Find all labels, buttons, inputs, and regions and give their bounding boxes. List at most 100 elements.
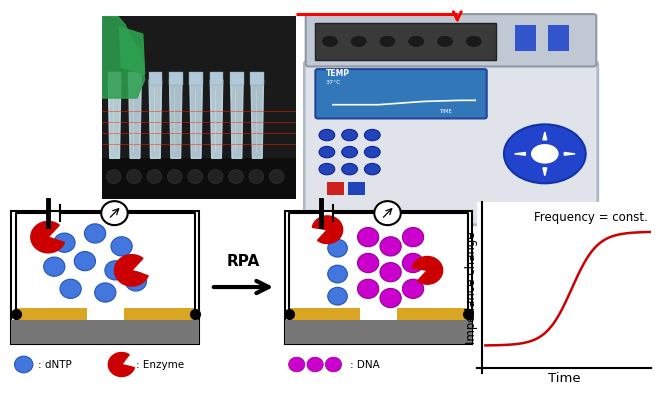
Circle shape (269, 170, 284, 183)
Circle shape (111, 237, 132, 256)
FancyBboxPatch shape (315, 69, 487, 118)
Circle shape (342, 164, 357, 175)
Text: : Enzyme: : Enzyme (136, 360, 184, 370)
FancyBboxPatch shape (304, 61, 597, 225)
Polygon shape (129, 80, 141, 158)
Bar (397, 308, 468, 320)
Bar (190, 73, 203, 85)
Bar (11, 320, 199, 344)
Polygon shape (543, 168, 547, 175)
Circle shape (350, 35, 367, 48)
Circle shape (342, 129, 357, 141)
X-axis label: Time: Time (548, 372, 580, 385)
Polygon shape (114, 254, 148, 286)
Circle shape (403, 227, 424, 247)
Polygon shape (413, 256, 443, 284)
Circle shape (249, 170, 264, 183)
Circle shape (106, 170, 121, 183)
Polygon shape (313, 216, 343, 244)
Circle shape (380, 289, 401, 308)
Polygon shape (149, 80, 162, 158)
Circle shape (380, 262, 401, 282)
Bar (515, 25, 536, 51)
Bar (548, 25, 569, 51)
Circle shape (319, 129, 335, 141)
Bar (284, 320, 472, 344)
Bar (169, 73, 182, 85)
Circle shape (365, 129, 380, 141)
Bar (11, 211, 199, 344)
Polygon shape (109, 80, 121, 158)
Circle shape (342, 146, 357, 158)
Polygon shape (190, 80, 203, 158)
Circle shape (289, 357, 305, 372)
Circle shape (14, 356, 33, 373)
Text: 37°C: 37°C (326, 79, 341, 85)
Circle shape (436, 35, 453, 48)
Circle shape (188, 170, 203, 183)
Polygon shape (109, 353, 134, 376)
Circle shape (319, 146, 335, 158)
Circle shape (54, 233, 75, 252)
Polygon shape (543, 132, 547, 140)
Bar (149, 73, 162, 85)
Circle shape (228, 170, 243, 183)
Circle shape (319, 164, 335, 175)
Bar (327, 182, 343, 195)
Circle shape (328, 287, 347, 305)
Polygon shape (565, 152, 575, 155)
Text: Frequency = const.: Frequency = const. (534, 210, 648, 224)
Circle shape (403, 253, 424, 273)
Circle shape (43, 257, 65, 276)
Circle shape (465, 35, 482, 48)
Text: : dNTP: : dNTP (38, 360, 72, 370)
Bar (16, 308, 87, 320)
Text: RPA: RPA (227, 254, 260, 269)
Bar (102, 158, 296, 198)
Polygon shape (231, 80, 243, 158)
Bar (348, 182, 365, 195)
Circle shape (357, 279, 379, 299)
Circle shape (167, 170, 182, 183)
Circle shape (530, 143, 559, 164)
Circle shape (126, 170, 141, 183)
Circle shape (147, 170, 162, 183)
Circle shape (380, 237, 401, 256)
Circle shape (408, 35, 424, 48)
Polygon shape (211, 80, 222, 158)
Text: TEMP: TEMP (326, 69, 349, 78)
Circle shape (374, 201, 401, 225)
Circle shape (95, 283, 116, 302)
Circle shape (322, 35, 338, 48)
Circle shape (101, 201, 128, 225)
Circle shape (357, 253, 379, 273)
Circle shape (365, 164, 380, 175)
Bar (230, 73, 243, 85)
Circle shape (60, 279, 81, 299)
Circle shape (74, 252, 95, 271)
Polygon shape (170, 80, 182, 158)
Bar (128, 73, 141, 85)
Circle shape (208, 170, 223, 183)
Polygon shape (251, 80, 263, 158)
Circle shape (328, 239, 347, 257)
FancyBboxPatch shape (306, 14, 596, 67)
Y-axis label: Impedance change: Impedance change (465, 231, 478, 344)
Bar (284, 211, 472, 344)
Text: : DNA: : DNA (350, 360, 380, 370)
Bar (289, 308, 360, 320)
Circle shape (403, 279, 424, 299)
Text: TIME: TIME (439, 110, 452, 114)
Bar (251, 73, 264, 85)
Circle shape (84, 224, 106, 243)
Bar (108, 73, 121, 85)
Bar (210, 73, 223, 85)
Polygon shape (31, 222, 64, 253)
Circle shape (328, 265, 347, 283)
Circle shape (504, 124, 586, 183)
Polygon shape (120, 27, 145, 74)
Circle shape (105, 261, 126, 280)
Bar (315, 23, 496, 60)
Circle shape (125, 272, 147, 291)
Bar (124, 308, 195, 320)
